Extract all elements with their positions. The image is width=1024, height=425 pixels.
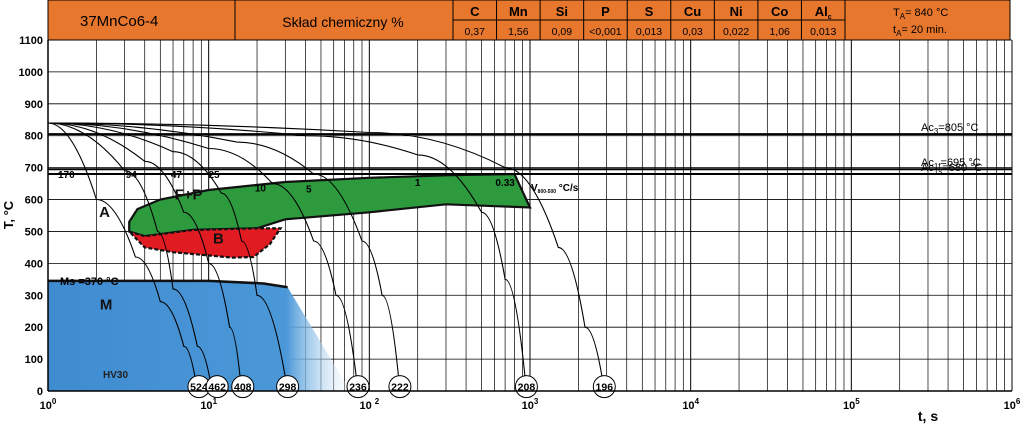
austenitizing-time: tA= 20 min. <box>893 24 947 38</box>
hardness-value: 408 <box>234 382 252 394</box>
element-symbol: S <box>645 4 654 19</box>
hardness-value: 298 <box>279 382 297 394</box>
ms-line <box>48 279 288 289</box>
composition-label: Skład chemiczny % <box>282 14 403 30</box>
y-tick-label: 500 <box>25 226 43 238</box>
cooling-curve <box>47 122 213 392</box>
x-tick-label: 100 <box>40 397 57 412</box>
cooling-curve <box>47 122 401 392</box>
cooling-curve <box>47 122 527 392</box>
cooling-rate-value: 94 <box>126 170 138 181</box>
hardness-value: 462 <box>208 382 226 394</box>
hardness-value: 196 <box>596 382 614 394</box>
x-tick-label: 105 <box>843 397 860 412</box>
cooling-rate-label: V800-500 °C/s <box>531 183 579 195</box>
hardness-marker <box>276 375 300 399</box>
header-bar: 37MnCo6-4 Skład chemiczny % C 0,37 Mn 1,56 S… <box>47 0 1011 41</box>
element-symbol: Co <box>771 4 788 19</box>
element-value: 1,56 <box>508 26 529 38</box>
hardness-value: 524 <box>190 382 208 394</box>
y-tick-label: 1000 <box>19 67 43 79</box>
element-symbol: Cu <box>684 4 701 19</box>
hardness-label: HV30 <box>103 370 128 381</box>
hardness-value: 236 <box>349 382 367 394</box>
region-label: F+P <box>175 187 203 204</box>
y-tick-label: 200 <box>25 322 43 334</box>
y-tick-label: 900 <box>25 99 43 111</box>
bainite-region <box>128 227 283 259</box>
hardness-value: 208 <box>518 382 536 394</box>
ms-label: Ms =370 °C <box>60 276 119 288</box>
cooling-rate-value: 5 <box>306 184 312 195</box>
element-symbol: C <box>470 4 480 19</box>
region-label: B <box>213 231 224 248</box>
cooling-curve <box>47 122 289 392</box>
element-symbol: P <box>601 4 610 19</box>
region-label: M <box>100 297 113 314</box>
element-value: <0,001 <box>589 26 622 38</box>
cooling-curve <box>47 122 198 392</box>
hardness-marker <box>205 375 229 399</box>
martensite-region <box>48 280 354 391</box>
composition-table: C 0,37 Mn 1,56 Si 0,09 P <0,001 S 0,013 Cu 0,03 Ni 0,… <box>465 0 846 40</box>
steel-grade: 37MnCo6-4 <box>80 13 158 30</box>
element-symbol: Alc <box>815 4 832 21</box>
y-tick-label: 300 <box>25 290 43 302</box>
critical-label: Ac1s=680 °C <box>921 162 983 176</box>
cooling-rate-value: 170 <box>58 170 75 181</box>
element-value: 1,06 <box>769 26 790 38</box>
element-symbol: Si <box>556 4 568 19</box>
cooling-rate-value: 0.33 <box>495 178 515 189</box>
cooling-rate-value: 47 <box>171 170 183 181</box>
hardness-marker <box>514 375 538 399</box>
austenitizing-temperature: TA= 840 °C <box>893 7 948 21</box>
hardness-value: 222 <box>391 382 409 394</box>
element-value: 0,09 <box>552 26 573 38</box>
element-symbol: Ni <box>730 4 743 19</box>
y-tick-label: 800 <box>25 131 43 143</box>
ferrite-pearlite-region <box>128 172 532 238</box>
hardness-marker <box>388 375 412 399</box>
x-axis-label: t, s <box>918 408 938 424</box>
critical-label: Ac3=805 °C <box>921 122 979 136</box>
element-value: 0,022 <box>723 26 749 38</box>
chart-grid <box>47 39 1013 392</box>
hardness-marker <box>592 375 616 399</box>
x-tick-label: 101 <box>200 397 217 412</box>
cooling-curve <box>47 122 243 392</box>
element-symbol: Mn <box>509 4 528 19</box>
x-tick-label: 106 <box>1004 397 1021 412</box>
cooling-curves: 170 94 47 25 10 5 1 0.33 <box>47 122 605 392</box>
element-value: 0,03 <box>682 26 703 38</box>
x-tick-label: 103 <box>522 397 539 412</box>
cooling-rate-value: 1 <box>415 178 421 189</box>
x-tick-label: 10 2 <box>359 397 379 412</box>
cooling-rate-value: 10 <box>255 184 267 195</box>
x-tick-label: 104 <box>682 397 699 412</box>
y-tick-label: 400 <box>25 258 43 270</box>
cooling-curve <box>47 122 359 392</box>
y-tick-label: 1100 <box>19 35 43 47</box>
hardness-marker <box>231 375 255 399</box>
hardness-values: 524 462 408 298 236 222 208 196 <box>187 375 616 399</box>
y-axis-label: T, °C <box>1 200 16 229</box>
cooling-curve <box>47 122 605 392</box>
y-tick-label: 0 <box>37 386 43 398</box>
phase-regions <box>48 172 532 391</box>
element-value: 0,013 <box>636 26 662 38</box>
cooling-rate-value: 25 <box>208 170 220 181</box>
region-labels: A F+P B M <box>99 187 224 314</box>
y-tick-label: 600 <box>25 195 43 207</box>
element-value: 0,37 <box>465 26 486 38</box>
hardness-marker <box>346 375 370 399</box>
y-tick-label: 100 <box>25 354 43 366</box>
element-value: 0,013 <box>810 26 836 38</box>
austenitizing-info: TA= 840 °C tA= 20 min. <box>893 7 948 38</box>
y-tick-label: 700 <box>25 163 43 175</box>
region-label: A <box>99 204 110 221</box>
